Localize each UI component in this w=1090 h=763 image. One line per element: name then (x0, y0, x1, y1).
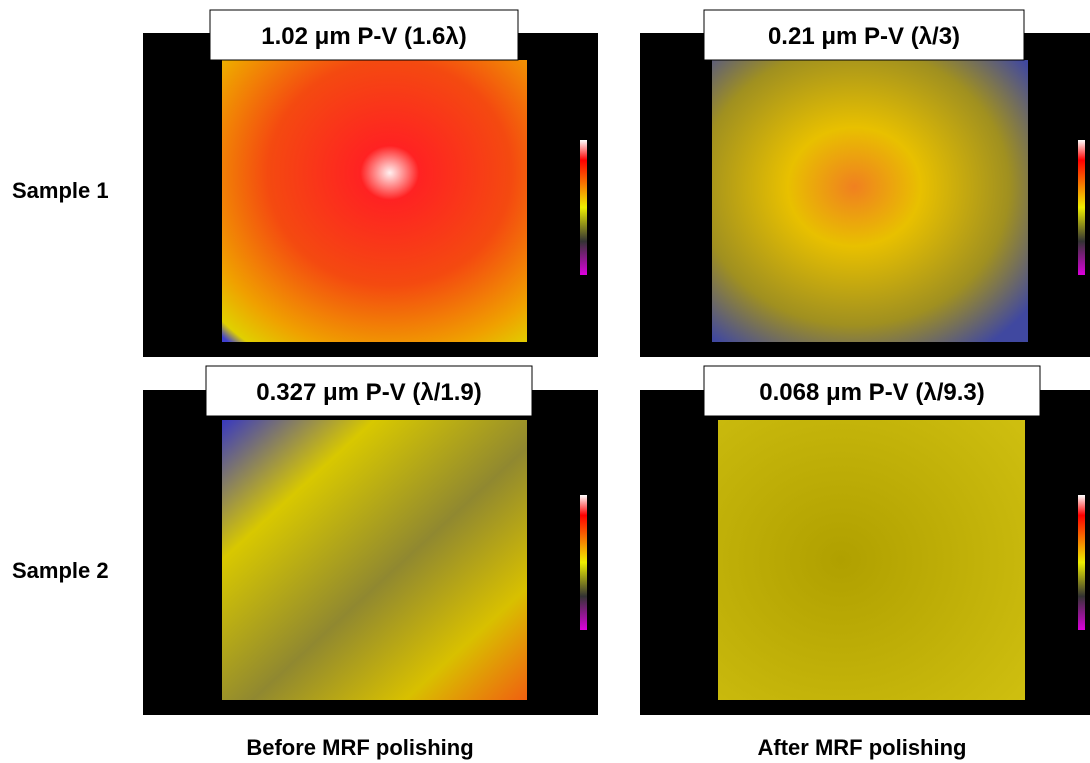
row-label: Sample 2 (12, 558, 109, 583)
panel-title: 0.068 μm P-V (λ/9.3) (759, 379, 984, 406)
panel-title: 0.21 μm P-V (λ/3) (768, 23, 960, 50)
row-label: Sample 1 (12, 178, 109, 203)
panel: 0.327 μm P-V (λ/1.9) (143, 365, 598, 715)
panel-title: 0.327 μm P-V (λ/1.9) (256, 379, 481, 406)
column-label: Before MRF polishing (246, 735, 473, 760)
panel: 0.068 μm P-V (λ/9.3) (640, 365, 1090, 715)
column-label: After MRF polishing (758, 735, 967, 760)
panel-title: 1.02 μm P-V (1.6λ) (261, 23, 466, 50)
panel: 1.02 μm P-V (1.6λ) (143, 9, 598, 357)
panel: 0.21 μm P-V (λ/3) (640, 9, 1090, 357)
